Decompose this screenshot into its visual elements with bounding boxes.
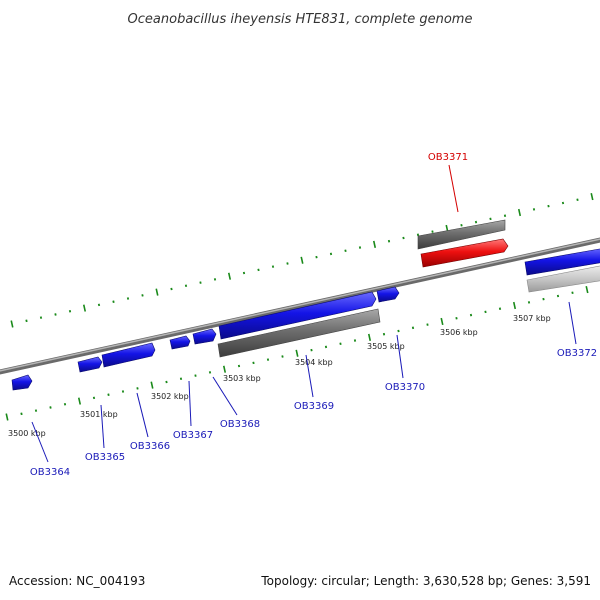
gene-OB3367-arrow[interactable]: [169, 335, 191, 350]
leader-OB3370: [396, 334, 404, 379]
leader-OB3366: [136, 392, 149, 438]
lower-major-tick: [222, 365, 227, 373]
gene-labels: OB3364 OB3365 OB3366 OB3367 OB3368 OB336…: [30, 152, 597, 478]
axis-label-3505: 3505 kbp: [367, 342, 405, 351]
lower-major-tick: [512, 301, 517, 310]
gray-feature-light: [526, 265, 600, 293]
upper-major-tick: [372, 240, 377, 248]
lower-major-tick: [585, 285, 589, 294]
lower-major-tick: [440, 317, 444, 326]
gene-OB3368-arrow[interactable]: [192, 328, 217, 345]
upper-tick-track: [10, 192, 594, 328]
upper-major-tick: [517, 208, 522, 217]
axis-label-3500: 3500 kbp: [8, 429, 46, 438]
lower-major-tick: [77, 397, 82, 405]
map-title: Oceanobacillus iheyensis HTE831, complet…: [128, 12, 473, 27]
lower-major-tick: [5, 413, 9, 421]
gene-leader-lines: [31, 164, 577, 463]
gene-label-OB3364[interactable]: OB3364: [30, 467, 70, 478]
lower-major-tick: [295, 349, 299, 357]
upper-major-tick: [155, 288, 159, 296]
leader-OB3371: [448, 164, 459, 213]
axis-label-3507: 3507 kbp: [513, 314, 551, 323]
axis-label-3506: 3506 kbp: [440, 328, 478, 337]
leader-OB3367: [188, 380, 192, 427]
upper-major-tick: [300, 256, 304, 264]
gene-OB3371-arrow[interactable]: [420, 238, 509, 268]
accession-text: Accession: NC_004193: [9, 574, 145, 588]
lower-major-tick: [150, 381, 154, 389]
lower-major-tick: [367, 333, 372, 341]
upper-gray-feature: [417, 219, 506, 250]
leader-OB3369: [305, 354, 314, 398]
genome-stats-text: Topology: circular; Length: 3,630,528 bp…: [260, 574, 591, 588]
upper-major-tick: [227, 272, 232, 280]
upper-major-tick: [590, 192, 594, 201]
gene-OB3364-arrow[interactable]: [11, 374, 33, 391]
gene-OB3366-arrow[interactable]: [101, 342, 156, 368]
leader-OB3368: [212, 376, 238, 416]
gene-label-OB3367[interactable]: OB3367: [173, 430, 213, 441]
gene-arrows: [11, 238, 600, 391]
genome-backbone: [0, 237, 600, 375]
gene-OB3372-arrow[interactable]: [524, 248, 600, 276]
axis-label-3501: 3501 kbp: [80, 410, 118, 419]
leader-OB3365: [100, 404, 105, 449]
leader-OB3364: [31, 421, 49, 463]
gene-label-OB3369[interactable]: OB3369: [294, 401, 334, 412]
gene-label-OB3365[interactable]: OB3365: [85, 452, 125, 463]
upper-major-tick: [10, 320, 14, 328]
gene-label-OB3372[interactable]: OB3372: [557, 348, 597, 359]
leader-OB3372: [568, 301, 577, 345]
gene-label-OB3371[interactable]: OB3371: [428, 152, 468, 163]
upper-major-tick: [82, 304, 87, 312]
gene-OB3370-arrow[interactable]: [376, 286, 400, 303]
axis-labels: 3500 kbp 3501 kbp 3502 kbp 3503 kbp 3504…: [8, 314, 551, 438]
gray-feature: [217, 308, 381, 358]
lower-tick-track: [5, 285, 589, 421]
gene-OB3369-arrow[interactable]: [218, 291, 377, 340]
axis-label-3502: 3502 kbp: [151, 392, 189, 401]
gene-label-OB3370[interactable]: OB3370: [385, 382, 425, 393]
feature-tracks: [217, 219, 600, 358]
axis-label-3504: 3504 kbp: [295, 358, 333, 367]
gene-OB3365-arrow[interactable]: [77, 356, 103, 373]
axis-label-3503: 3503 kbp: [223, 374, 261, 383]
gene-label-OB3368[interactable]: OB3368: [220, 419, 260, 430]
gene-label-OB3366[interactable]: OB3366: [130, 441, 170, 452]
